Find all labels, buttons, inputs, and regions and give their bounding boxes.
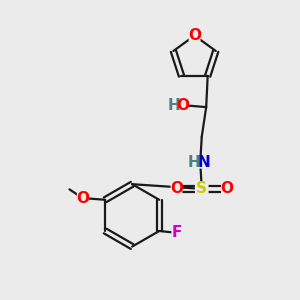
FancyBboxPatch shape — [190, 156, 210, 169]
Text: H: H — [188, 154, 201, 169]
Text: S: S — [196, 181, 207, 196]
FancyBboxPatch shape — [195, 182, 208, 195]
Text: H: H — [168, 98, 181, 113]
Text: O: O — [170, 181, 183, 196]
Text: O: O — [176, 98, 189, 113]
FancyBboxPatch shape — [169, 99, 187, 112]
FancyBboxPatch shape — [77, 192, 89, 205]
Text: O: O — [188, 28, 201, 43]
FancyBboxPatch shape — [189, 29, 200, 42]
FancyBboxPatch shape — [221, 183, 233, 195]
Text: N: N — [197, 154, 210, 169]
Text: O: O — [76, 191, 89, 206]
Text: F: F — [172, 225, 182, 240]
Text: O: O — [220, 181, 233, 196]
FancyBboxPatch shape — [171, 226, 183, 239]
FancyBboxPatch shape — [170, 183, 182, 195]
